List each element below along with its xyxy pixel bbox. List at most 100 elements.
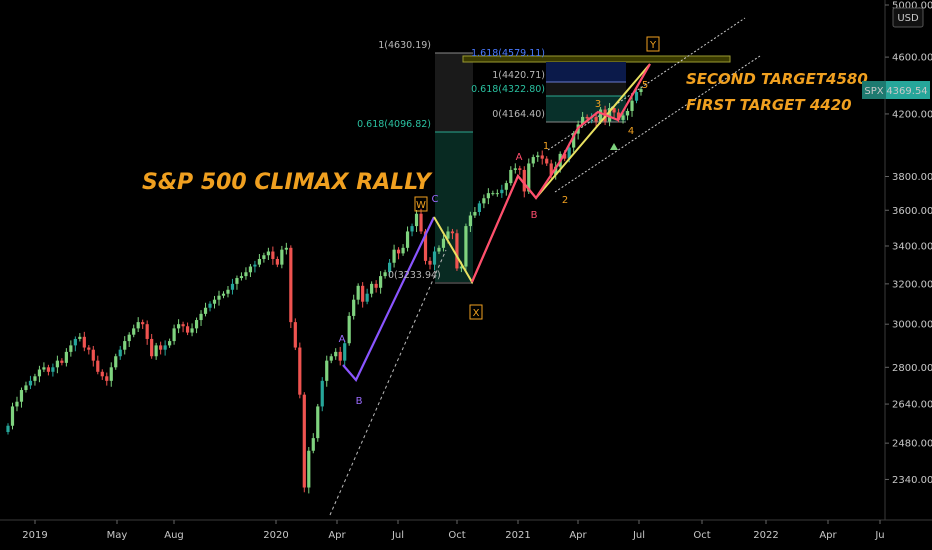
- candle: [428, 257, 432, 270]
- candle: [24, 381, 28, 393]
- candle: [320, 377, 324, 412]
- candle-body: [495, 193, 499, 195]
- candle-body: [410, 226, 414, 232]
- candle: [468, 211, 473, 232]
- candle: [437, 245, 441, 255]
- candle: [554, 161, 558, 180]
- candle-body: [145, 324, 149, 339]
- fib-label-3233: 0(3233.94): [388, 270, 441, 281]
- candle: [262, 252, 266, 263]
- candle-body: [634, 92, 639, 101]
- candle-body: [176, 324, 181, 329]
- candle-body: [141, 322, 145, 325]
- currency-badge[interactable]: [892, 7, 924, 28]
- candle: [513, 163, 517, 174]
- candle-body: [401, 247, 405, 254]
- candle-body: [437, 247, 441, 252]
- candle-body: [253, 264, 257, 267]
- candle: [190, 323, 194, 337]
- candle-body: [365, 293, 369, 302]
- candle-body: [244, 272, 248, 277]
- candle-body: [612, 108, 616, 113]
- wave-label-c-purple: C: [432, 194, 439, 205]
- candle-body: [374, 283, 378, 288]
- candle-body: [361, 285, 365, 302]
- candle-body: [118, 349, 122, 357]
- candle-body: [51, 367, 55, 372]
- candle-body: [208, 303, 212, 308]
- candle-body: [379, 276, 383, 288]
- candle-body: [500, 189, 504, 194]
- candle-body: [96, 360, 100, 372]
- candle-body: [163, 345, 167, 350]
- candle: [379, 271, 383, 294]
- x-tick-label: Apr: [328, 530, 346, 541]
- candle-body: [307, 450, 311, 488]
- candle: [42, 362, 46, 373]
- candle: [298, 342, 302, 399]
- candle: [495, 189, 499, 197]
- candle: [60, 358, 64, 366]
- fib-label-4630: 1(4630.19): [378, 40, 431, 51]
- candle-body: [320, 380, 324, 407]
- candle: [123, 336, 127, 355]
- candle-body: [581, 116, 585, 125]
- channel-upper: [547, 17, 746, 151]
- y-tick-label: 4600.00: [892, 53, 932, 64]
- candle-body: [298, 347, 302, 395]
- candle-body: [60, 360, 64, 363]
- candle: [168, 338, 172, 348]
- candle-body: [563, 153, 567, 159]
- candle: [347, 312, 351, 346]
- candle-body: [630, 100, 634, 111]
- x-tick-label: Apr: [569, 530, 587, 541]
- candle: [82, 331, 86, 352]
- candle-body: [19, 390, 24, 402]
- candle: [473, 207, 477, 219]
- wave-paths: [342, 63, 651, 382]
- candle: [432, 246, 437, 271]
- currency-label: USD: [897, 13, 919, 24]
- fib-zone-upper: [435, 53, 473, 132]
- candle-body: [293, 322, 297, 348]
- candle-body: [289, 247, 293, 323]
- candle-body: [136, 322, 140, 329]
- candle: [607, 103, 612, 127]
- fib-zone-blue: [546, 62, 626, 82]
- candle-body: [150, 338, 154, 357]
- candle-body: [387, 262, 392, 273]
- candle: [19, 387, 24, 408]
- candle-body: [105, 376, 109, 381]
- candle: [536, 151, 540, 162]
- candle: [221, 291, 226, 299]
- candle: [145, 320, 149, 345]
- candle: [253, 260, 257, 273]
- candle: [441, 234, 446, 252]
- candle: [504, 180, 508, 196]
- candle-body: [504, 183, 508, 190]
- candle-body: [284, 247, 288, 250]
- candle-body: [428, 260, 432, 265]
- price-axis-ticks: 5000.00 4600.00 4200.00 3800.00 3600.00 3400.…: [885, 1, 932, 486]
- candle-body: [513, 168, 517, 170]
- candle-body: [572, 133, 576, 148]
- x-tick-label: Apr: [819, 530, 837, 541]
- candle-body: [509, 169, 513, 184]
- candle: [361, 282, 365, 308]
- candle-body: [221, 293, 226, 296]
- candle: [545, 156, 549, 166]
- time-axis[interactable]: 2019 May Aug 2020 Apr Jul Oct 2021 Apr Jul Oct 2022…: [0, 519, 932, 541]
- wave-label-4: 4: [628, 126, 634, 137]
- price-axis[interactable]: 5000.00 4600.00 4200.00 3800.00 3600.00 3400.…: [862, 0, 932, 520]
- candle: [230, 278, 235, 295]
- fib-labels: 1(4630.19) 1.618(4579.11) 1(4420.71) 0.6…: [357, 40, 545, 281]
- wave-label-a-red: A: [516, 152, 523, 163]
- candle-body: [464, 226, 468, 267]
- candle: [69, 340, 73, 357]
- candle-body: [473, 212, 477, 216]
- wave-label-x: X: [473, 308, 480, 319]
- candle: [217, 290, 221, 306]
- candle: [257, 254, 262, 268]
- candle: [450, 228, 455, 240]
